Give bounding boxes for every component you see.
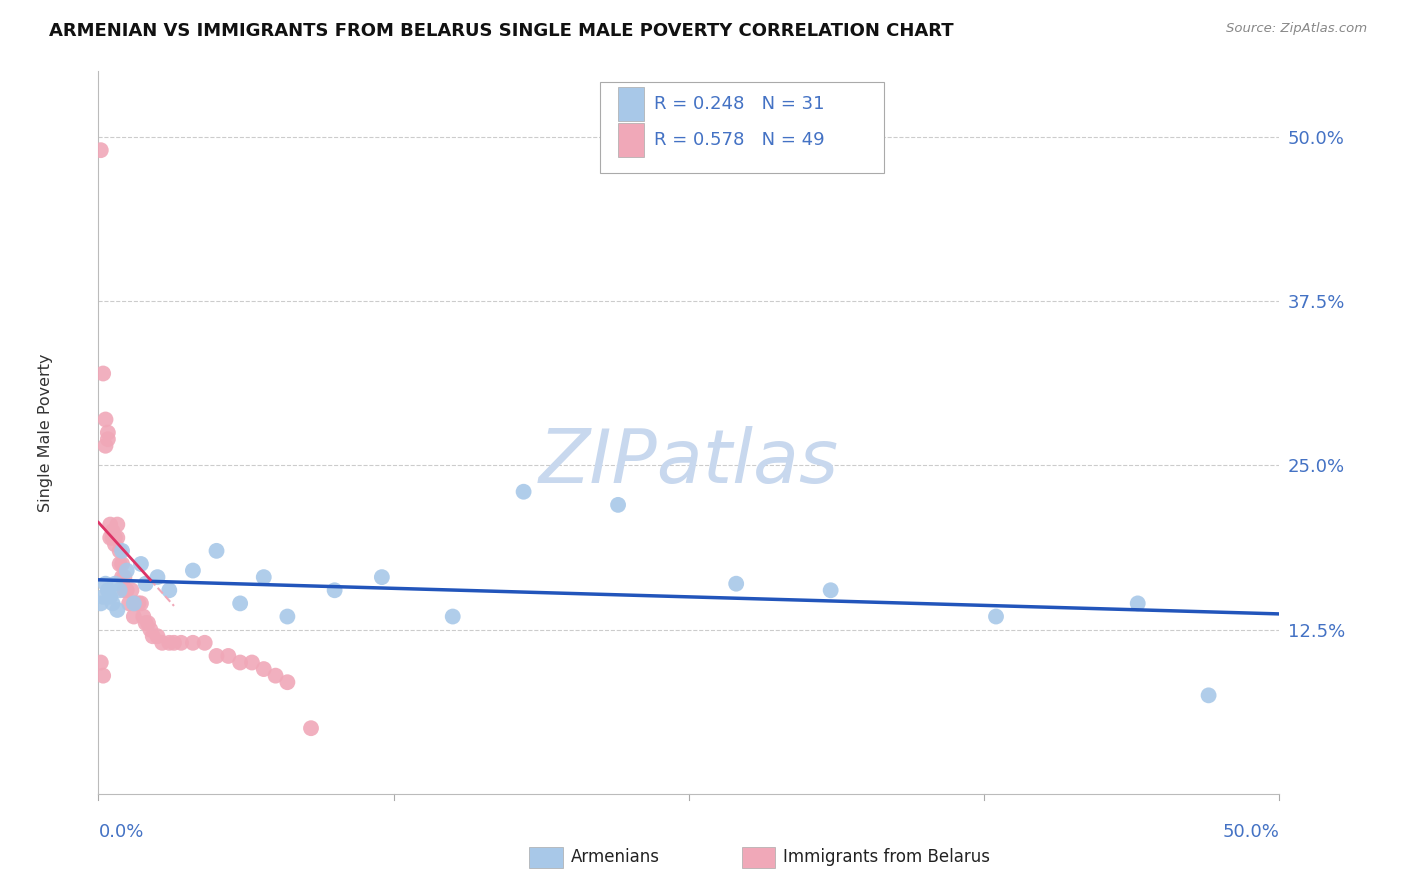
- Point: [90, 143, 112, 157]
- Point: [276, 609, 298, 624]
- Bar: [530, 847, 562, 868]
- Point: [984, 609, 1007, 624]
- Point: [129, 596, 152, 610]
- Point: [125, 596, 148, 610]
- Point: [101, 524, 124, 538]
- Point: [97, 432, 120, 446]
- Text: 0.0%: 0.0%: [98, 822, 143, 841]
- Point: [108, 557, 131, 571]
- Point: [91, 367, 114, 381]
- Point: [91, 590, 114, 604]
- Point: [253, 570, 276, 584]
- Point: [1198, 689, 1220, 703]
- Point: [101, 531, 124, 545]
- Point: [94, 439, 117, 453]
- Point: [205, 544, 228, 558]
- Point: [135, 576, 157, 591]
- Text: Single Male Poverty: Single Male Poverty: [38, 353, 53, 512]
- Point: [101, 596, 124, 610]
- Point: [105, 531, 128, 545]
- Point: [157, 583, 180, 598]
- Point: [217, 648, 239, 663]
- Point: [90, 596, 112, 610]
- Text: Immigrants from Belarus: Immigrants from Belarus: [783, 848, 990, 866]
- Point: [98, 517, 121, 532]
- Point: [108, 583, 131, 598]
- Text: Armenians: Armenians: [571, 848, 659, 866]
- Point: [129, 557, 152, 571]
- Text: Source: ZipAtlas.com: Source: ZipAtlas.com: [1226, 22, 1367, 36]
- Point: [240, 656, 263, 670]
- Point: [90, 656, 112, 670]
- Point: [97, 583, 120, 598]
- Point: [299, 721, 322, 735]
- Point: [323, 583, 346, 598]
- Point: [91, 668, 114, 682]
- Point: [820, 583, 842, 598]
- Point: [112, 583, 135, 598]
- Text: ARMENIAN VS IMMIGRANTS FROM BELARUS SINGLE MALE POVERTY CORRELATION CHART: ARMENIAN VS IMMIGRANTS FROM BELARUS SING…: [49, 22, 953, 40]
- Point: [371, 570, 394, 584]
- Point: [142, 629, 165, 643]
- Point: [607, 498, 630, 512]
- Point: [111, 544, 134, 558]
- Bar: [619, 87, 644, 121]
- Text: R = 0.248   N = 31: R = 0.248 N = 31: [654, 95, 824, 113]
- Point: [157, 636, 180, 650]
- Point: [170, 636, 193, 650]
- Point: [441, 609, 464, 624]
- Point: [98, 531, 121, 545]
- Point: [104, 576, 127, 591]
- Point: [111, 570, 134, 584]
- Point: [276, 675, 298, 690]
- Point: [136, 616, 159, 631]
- Point: [253, 662, 276, 676]
- Point: [194, 636, 217, 650]
- Point: [512, 484, 534, 499]
- Point: [150, 636, 173, 650]
- Point: [181, 564, 204, 578]
- Point: [135, 616, 157, 631]
- Point: [146, 629, 169, 643]
- Point: [122, 609, 145, 624]
- Point: [163, 636, 186, 650]
- Text: ZIPatlas: ZIPatlas: [538, 425, 839, 498]
- Point: [122, 596, 145, 610]
- Point: [229, 596, 252, 610]
- Point: [104, 531, 127, 545]
- Point: [105, 603, 128, 617]
- Point: [118, 596, 141, 610]
- Point: [112, 570, 135, 584]
- Point: [121, 583, 143, 598]
- Point: [94, 412, 117, 426]
- Point: [98, 590, 121, 604]
- Point: [115, 564, 138, 578]
- Point: [1126, 596, 1149, 610]
- Point: [132, 609, 155, 624]
- FancyBboxPatch shape: [600, 82, 884, 172]
- Text: 50.0%: 50.0%: [1223, 822, 1279, 841]
- Point: [146, 570, 169, 584]
- Point: [115, 583, 138, 598]
- Point: [111, 557, 134, 571]
- Point: [181, 636, 204, 650]
- Point: [108, 544, 131, 558]
- Bar: [619, 123, 644, 157]
- Point: [97, 425, 120, 440]
- Point: [94, 576, 117, 591]
- Point: [264, 668, 287, 682]
- Bar: [742, 847, 775, 868]
- Point: [128, 596, 150, 610]
- Text: R = 0.578   N = 49: R = 0.578 N = 49: [654, 131, 824, 149]
- Point: [205, 648, 228, 663]
- Point: [725, 576, 748, 591]
- Point: [105, 517, 128, 532]
- Point: [104, 537, 127, 551]
- Point: [229, 656, 252, 670]
- Point: [139, 623, 162, 637]
